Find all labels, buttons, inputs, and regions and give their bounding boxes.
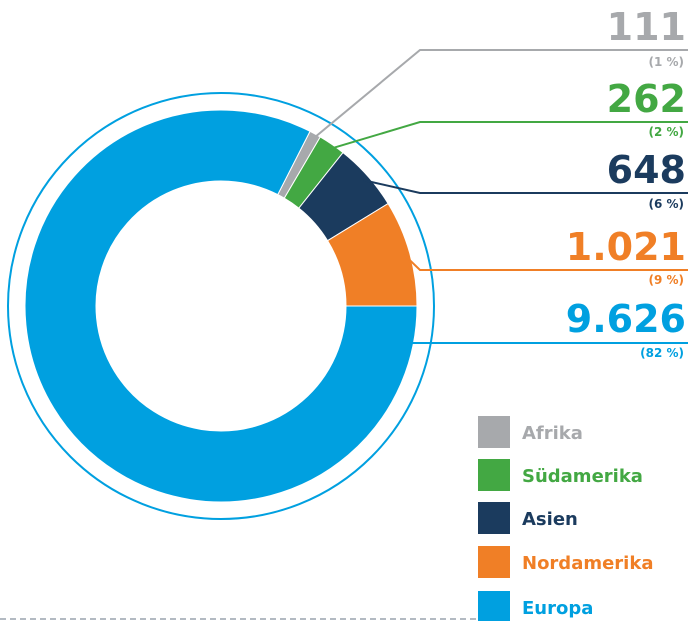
legend-swatch	[478, 591, 510, 621]
value-label: 262	[607, 77, 686, 121]
legend-label: Nordamerika	[522, 553, 653, 574]
legend-swatch	[478, 459, 510, 491]
legend-label: Europa	[522, 598, 593, 619]
legend-label: Afrika	[522, 423, 583, 444]
donut-slice	[24, 109, 418, 503]
value-label: 111	[607, 5, 686, 49]
leader-line	[311, 49, 688, 141]
percent-label: (82 %)	[640, 346, 684, 360]
percent-label: (2 %)	[648, 125, 684, 139]
value-label: 1.021	[566, 225, 686, 269]
percent-label: (6 %)	[648, 197, 684, 211]
legend-label: Südamerika	[522, 466, 643, 487]
legend-swatch	[478, 546, 510, 578]
percent-label: (9 %)	[648, 273, 684, 287]
value-label: 648	[607, 148, 686, 192]
leader-line	[363, 179, 688, 194]
legend-label: Asien	[522, 509, 578, 530]
percent-label: (1 %)	[648, 55, 684, 69]
leader-line	[403, 253, 688, 271]
leader-line	[328, 121, 688, 151]
outer-ring	[7, 92, 435, 520]
legend-swatch	[478, 416, 510, 448]
legend-swatch	[478, 502, 510, 534]
value-label: 9.626	[566, 297, 686, 341]
